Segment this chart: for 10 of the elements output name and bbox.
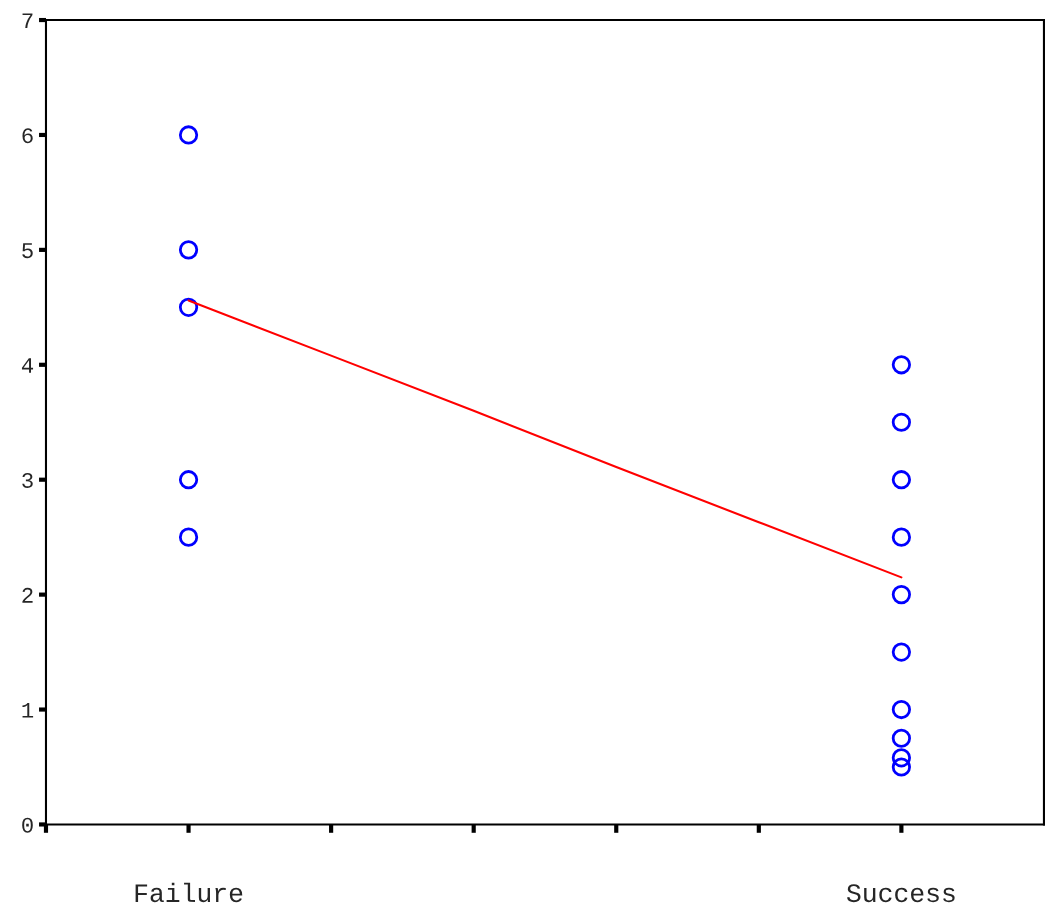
x-tick-label: Success — [846, 884, 955, 903]
y-tick-label: 7 — [22, 13, 33, 29]
y-tick-label: 2 — [22, 587, 33, 603]
y-tick-label: 0 — [22, 817, 33, 833]
y-tick-label: 3 — [22, 472, 33, 488]
y-tick-label: 1 — [22, 702, 34, 718]
y-tick-label: 4 — [21, 358, 34, 373]
y-tick-label: 6 — [22, 128, 33, 144]
y-tick-label: 5 — [22, 243, 33, 259]
x-tick-label: Failure — [135, 882, 243, 903]
